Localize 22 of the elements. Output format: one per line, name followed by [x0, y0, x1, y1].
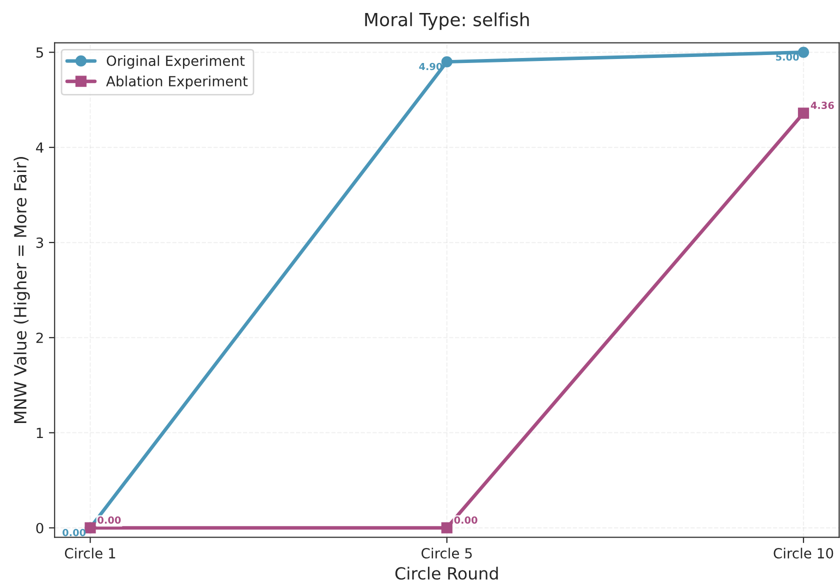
y-tick-label: 1	[36, 428, 43, 438]
point	[441, 522, 452, 534]
data-label: 4.36	[810, 102, 834, 110]
data-label: 0.00	[62, 528, 86, 536]
y-tick-label: 3	[36, 237, 44, 248]
point	[441, 56, 452, 68]
y-tick-label: 5	[36, 47, 43, 58]
y-tick-label: 0	[36, 522, 44, 534]
x-axis-title: Circle Round	[395, 566, 498, 580]
x-tick-label: Circle 10	[774, 548, 834, 559]
y-axis-title: MNW Value (Higher = More Fair)	[14, 156, 30, 423]
x-tick-label: Circle 1	[64, 548, 116, 559]
y-tick-label: 2	[36, 332, 43, 343]
legend-label: Ablation Experiment	[106, 76, 248, 90]
chart-title: Moral Type: selfish	[365, 12, 529, 30]
data-label: 0.00	[454, 516, 478, 524]
legend-label: Original Experiment	[106, 55, 245, 69]
y-tick-label: 4	[36, 142, 44, 153]
x-tick-label: Circle 5	[422, 548, 472, 559]
point	[798, 46, 810, 58]
data-label: 0.00	[98, 516, 121, 524]
point	[798, 108, 810, 119]
